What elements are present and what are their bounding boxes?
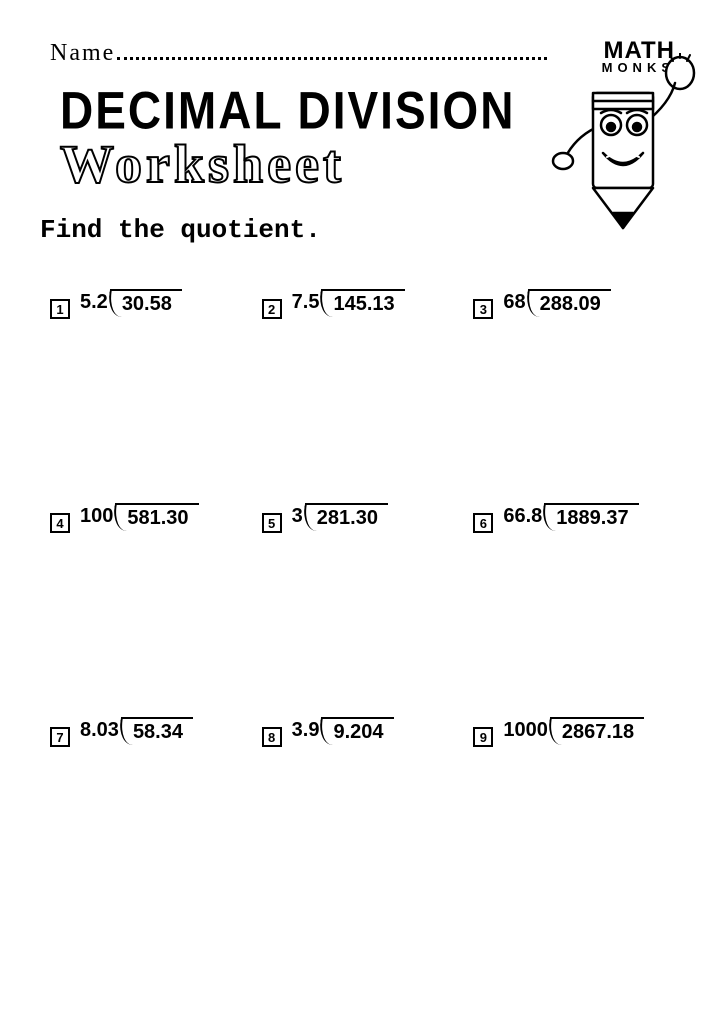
problem-4: 4 100 581.30 <box>50 499 252 533</box>
problem-number: 7 <box>50 727 70 747</box>
dividend: 581.30 <box>127 507 188 529</box>
division-expression: 5.2 30.58 <box>80 285 172 316</box>
problem-3: 3 68 288.09 <box>473 285 675 319</box>
problem-number: 1 <box>50 299 70 319</box>
division-expression: 3.9 9.204 <box>292 713 384 744</box>
problem-8: 8 3.9 9.204 <box>262 713 464 747</box>
problem-number: 9 <box>473 727 493 747</box>
problem-5: 5 3 281.30 <box>262 499 464 533</box>
problem-number: 2 <box>262 299 282 319</box>
divisor: 68 <box>503 291 527 316</box>
division-expression: 8.03 58.34 <box>80 713 183 744</box>
problem-number: 3 <box>473 299 493 319</box>
division-expression: 100 581.30 <box>80 499 189 530</box>
division-expression: 66.8 1889.37 <box>503 499 628 530</box>
problem-7: 7 8.03 58.34 <box>50 713 252 747</box>
divisor: 7.5 <box>292 291 322 316</box>
divisor: 8.03 <box>80 719 121 744</box>
problem-2: 2 7.5 145.13 <box>262 285 464 319</box>
dividend: 1889.37 <box>556 507 628 529</box>
divisor: 66.8 <box>503 505 544 530</box>
divisor: 3 <box>292 505 305 530</box>
problem-number: 4 <box>50 513 70 533</box>
name-blank-line[interactable] <box>117 42 547 60</box>
divisor: 1000 <box>503 719 550 744</box>
title-block: DECIMAL DIVISION Worksheet <box>50 83 675 195</box>
pencil-cartoon-icon <box>545 53 715 233</box>
division-expression: 1000 2867.18 <box>503 713 634 744</box>
name-label: Name <box>50 40 115 67</box>
dividend: 58.34 <box>133 721 183 743</box>
divisor: 5.2 <box>80 291 110 316</box>
problem-number: 6 <box>473 513 493 533</box>
dividend: 288.09 <box>540 293 601 315</box>
dividend: 145.13 <box>333 293 394 315</box>
problem-number: 5 <box>262 513 282 533</box>
dividend: 30.58 <box>122 293 172 315</box>
problem-9: 9 1000 2867.18 <box>473 713 675 747</box>
division-expression: 68 288.09 <box>503 285 600 316</box>
division-expression: 7.5 145.13 <box>292 285 395 316</box>
divisor: 3.9 <box>292 719 322 744</box>
name-field: Name <box>50 40 592 67</box>
divisor: 100 <box>80 505 115 530</box>
problem-number: 8 <box>262 727 282 747</box>
problem-1: 1 5.2 30.58 <box>50 285 252 319</box>
division-expression: 3 281.30 <box>292 499 378 530</box>
dividend: 281.30 <box>317 507 378 529</box>
problem-6: 6 66.8 1889.37 <box>473 499 675 533</box>
dividend: 9.204 <box>333 721 383 743</box>
problems-grid: 1 5.2 30.58 2 7.5 145.13 3 68 288.09 4 1… <box>50 285 675 747</box>
dividend: 2867.18 <box>562 721 634 743</box>
